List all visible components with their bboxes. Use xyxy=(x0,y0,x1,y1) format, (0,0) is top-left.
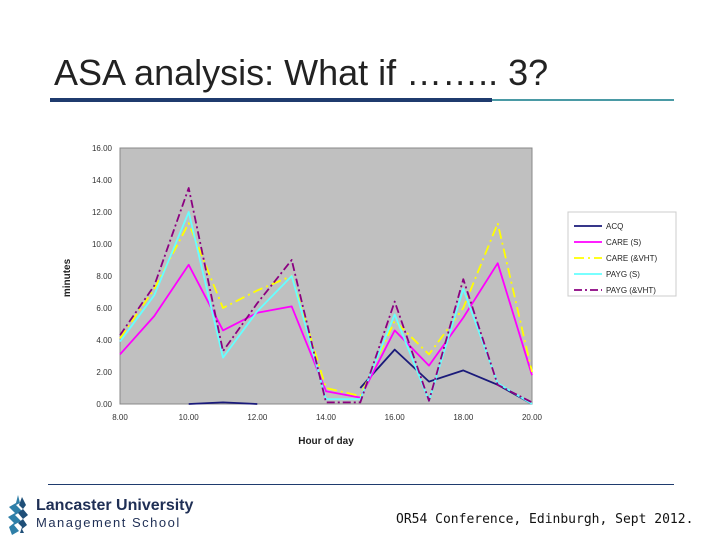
footer-caption: OR54 Conference, Edinburgh, Sept 2012. xyxy=(396,512,694,527)
slide-title: ASA analysis: What if …….. 3? xyxy=(54,52,549,93)
series-lines xyxy=(119,187,533,405)
x-tick-label: 8.00 xyxy=(112,413,128,422)
x-tick-label: 18.00 xyxy=(453,413,474,422)
series-line-payg-vht xyxy=(119,187,533,404)
line-chart: 0.00 2.00 4.00 6.00 8.00 10.00 12.00 14.00 16.00… xyxy=(62,144,677,447)
footer-rule xyxy=(48,484,674,485)
y-tick-label: 6.00 xyxy=(96,304,112,313)
series-line-acq xyxy=(188,348,533,405)
x-tick-labels: 8.00 10.00 12.00 14.00 16.00 18.00 20.00 xyxy=(112,413,542,422)
y-tick-label: 16.00 xyxy=(92,144,113,153)
y-axis-label: minutes xyxy=(62,258,73,297)
lion-crest-icon xyxy=(8,495,28,535)
legend-label: PAYG (&VHT) xyxy=(606,286,656,295)
logo-university-name: Lancaster University xyxy=(36,497,194,514)
lancaster-logo: Lancaster University Management School xyxy=(6,493,196,537)
x-tick-label: 14.00 xyxy=(316,413,337,422)
legend-label: CARE (S) xyxy=(606,238,641,247)
y-tick-label: 10.00 xyxy=(92,240,113,249)
logo-school-name: Management School xyxy=(36,515,181,530)
x-tick-label: 16.00 xyxy=(385,413,406,422)
legend: ACQ CARE (S) CARE (&VHT) PAYG (S) PAYG (&VHT… xyxy=(567,211,677,297)
legend-label: PAYG (S) xyxy=(606,270,640,279)
legend-label: ACQ xyxy=(606,222,623,231)
series-line-care-s xyxy=(119,262,533,399)
x-tick-label: 20.00 xyxy=(522,413,543,422)
x-tick-label: 12.00 xyxy=(247,413,268,422)
x-tick-label: 10.00 xyxy=(179,413,200,422)
y-tick-label: 12.00 xyxy=(92,208,113,217)
y-tick-label: 4.00 xyxy=(96,336,112,345)
y-tick-label: 8.00 xyxy=(96,272,112,281)
title-underline-accent xyxy=(50,98,492,102)
y-tick-label: 0.00 xyxy=(96,400,112,409)
y-tick-label: 2.00 xyxy=(96,368,112,377)
y-tick-labels: 0.00 2.00 4.00 6.00 8.00 10.00 12.00 14.00 16.00 xyxy=(92,144,113,409)
y-tick-label: 14.00 xyxy=(92,176,113,185)
x-axis-label: Hour of day xyxy=(298,436,354,447)
series-line-care-vht xyxy=(119,222,533,397)
legend-label: CARE (&VHT) xyxy=(606,254,657,263)
